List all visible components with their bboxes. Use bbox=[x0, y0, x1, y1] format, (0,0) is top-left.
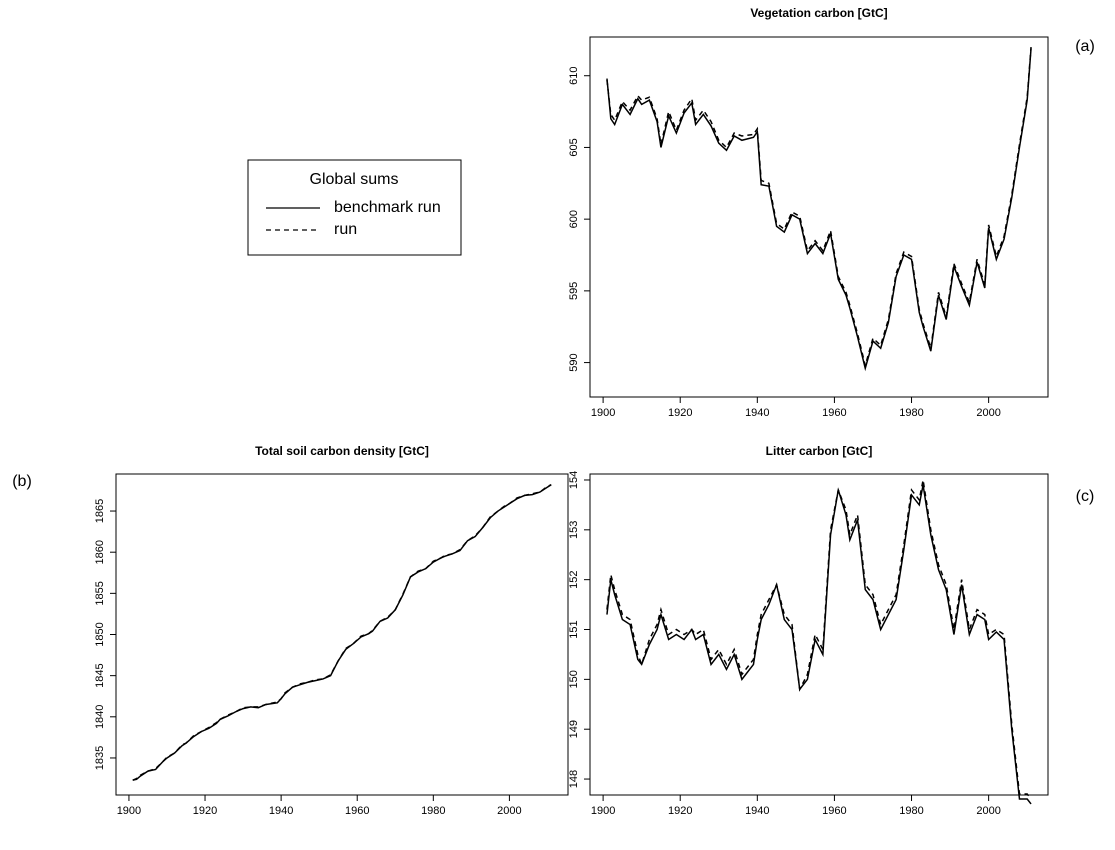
x-tick-label: 1940 bbox=[745, 407, 769, 419]
y-tick-label: 148 bbox=[568, 770, 580, 788]
y-tick-label: 152 bbox=[568, 570, 580, 588]
panel-label: (a) bbox=[1075, 38, 1095, 55]
x-tick-label: 1900 bbox=[117, 805, 141, 817]
x-tick-label: 2000 bbox=[976, 805, 1000, 817]
x-tick-label: 1940 bbox=[269, 805, 293, 817]
y-tick-label: 149 bbox=[568, 720, 580, 738]
series-line bbox=[606, 46, 1032, 369]
y-tick-label: 1855 bbox=[94, 581, 106, 605]
x-tick-label: 1920 bbox=[668, 407, 692, 419]
y-tick-label: 610 bbox=[568, 67, 580, 85]
x-tick-label: 1980 bbox=[421, 805, 445, 817]
y-tick-label: 154 bbox=[568, 471, 580, 489]
plot-frame bbox=[115, 473, 569, 796]
y-tick-label: 590 bbox=[568, 353, 580, 371]
chart-title: Vegetation carbon [GtC] bbox=[750, 6, 887, 20]
y-tick-label: 1840 bbox=[94, 705, 106, 729]
plot-frame bbox=[589, 36, 1049, 398]
x-tick-label: 1980 bbox=[899, 805, 923, 817]
x-tick-label: 1920 bbox=[668, 805, 692, 817]
x-tick-label: 1940 bbox=[745, 805, 769, 817]
y-tick-label: 151 bbox=[568, 620, 580, 638]
series-line bbox=[132, 484, 552, 781]
y-tick-label: 605 bbox=[568, 138, 580, 156]
panel-label: (c) bbox=[1076, 488, 1095, 505]
x-tick-label: 1960 bbox=[822, 407, 846, 419]
y-tick-label: 1835 bbox=[94, 746, 106, 770]
legend-label: run bbox=[334, 221, 357, 238]
x-tick-label: 2000 bbox=[497, 805, 521, 817]
panel-label: (b) bbox=[12, 473, 32, 490]
y-tick-label: 150 bbox=[568, 670, 580, 688]
series-line bbox=[606, 48, 1032, 372]
y-tick-label: 1850 bbox=[94, 622, 106, 646]
x-tick-label: 1960 bbox=[345, 805, 369, 817]
y-tick-label: 153 bbox=[568, 521, 580, 539]
y-tick-label: 1845 bbox=[94, 663, 106, 687]
chart-title: Total soil carbon density [GtC] bbox=[255, 444, 429, 458]
series-line bbox=[606, 479, 1032, 800]
series-line bbox=[606, 484, 1032, 805]
legend-title: Global sums bbox=[310, 171, 399, 188]
x-tick-label: 1920 bbox=[193, 805, 217, 817]
y-tick-label: 595 bbox=[568, 282, 580, 300]
chart-title: Litter carbon [GtC] bbox=[766, 444, 873, 458]
y-tick-label: 1860 bbox=[94, 540, 106, 564]
x-tick-label: 1960 bbox=[822, 805, 846, 817]
plot-frame bbox=[589, 473, 1049, 796]
x-tick-label: 1900 bbox=[591, 407, 615, 419]
x-tick-label: 1980 bbox=[899, 407, 923, 419]
legend-label: benchmark run bbox=[334, 199, 441, 216]
x-tick-label: 2000 bbox=[976, 407, 1000, 419]
y-tick-label: 600 bbox=[568, 210, 580, 228]
x-tick-label: 1900 bbox=[591, 805, 615, 817]
series-line bbox=[132, 484, 552, 781]
y-tick-label: 1865 bbox=[94, 499, 106, 523]
